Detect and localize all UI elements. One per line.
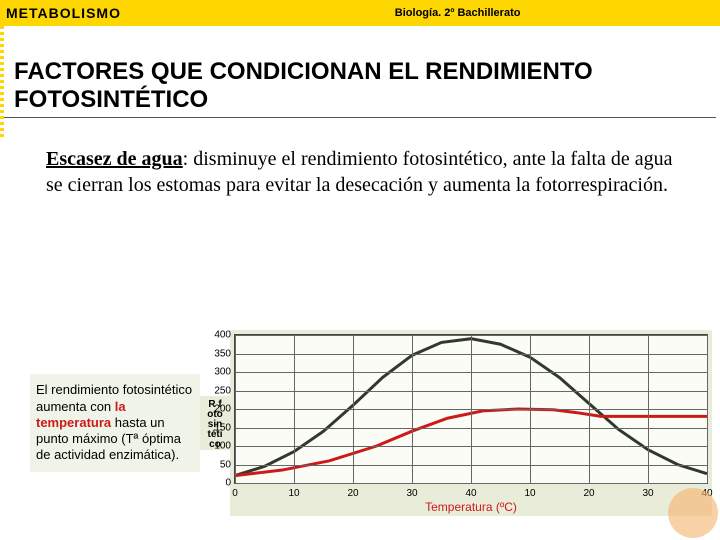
body-lead: Escasez de agua	[46, 148, 183, 170]
accent-strip	[0, 26, 4, 138]
ytick: 100	[205, 441, 231, 452]
ytick: 200	[205, 404, 231, 415]
chart-plot-area: 0501001502002503003504000102030401020304…	[234, 334, 708, 484]
body-paragraph: Escasez de agua: disminuye el rendimient…	[0, 136, 720, 198]
xtick: 0	[232, 488, 238, 499]
ytick: 50	[205, 459, 231, 470]
corner-accent-circle	[668, 488, 718, 538]
ytick: 350	[205, 348, 231, 359]
header-left: METABOLISMO	[0, 5, 389, 21]
ytick: 250	[205, 385, 231, 396]
ytick: 0	[205, 478, 231, 489]
xtick: 30	[406, 488, 417, 499]
header-right: Biología. 2º Bachillerato	[389, 7, 720, 19]
xtick: 10	[524, 488, 535, 499]
ytick: 400	[205, 330, 231, 341]
chart-xlabel: Temperatura (ºC)	[234, 500, 708, 514]
page-title: FACTORES QUE CONDICIONAN EL RENDIMIENTO …	[4, 58, 716, 118]
note-box: El rendimiento fotosintético aumenta con…	[30, 374, 200, 471]
ytick: 300	[205, 367, 231, 378]
xtick: 30	[642, 488, 653, 499]
chart-panel: 0501001502002503003504000102030401020304…	[230, 330, 712, 516]
xtick: 20	[583, 488, 594, 499]
xtick: 10	[288, 488, 299, 499]
header-bar: METABOLISMO Biología. 2º Bachillerato	[0, 0, 720, 26]
xtick: 20	[347, 488, 358, 499]
xtick: 40	[465, 488, 476, 499]
figure-area: El rendimiento fotosintético aumenta con…	[30, 330, 712, 516]
ytick: 150	[205, 422, 231, 433]
